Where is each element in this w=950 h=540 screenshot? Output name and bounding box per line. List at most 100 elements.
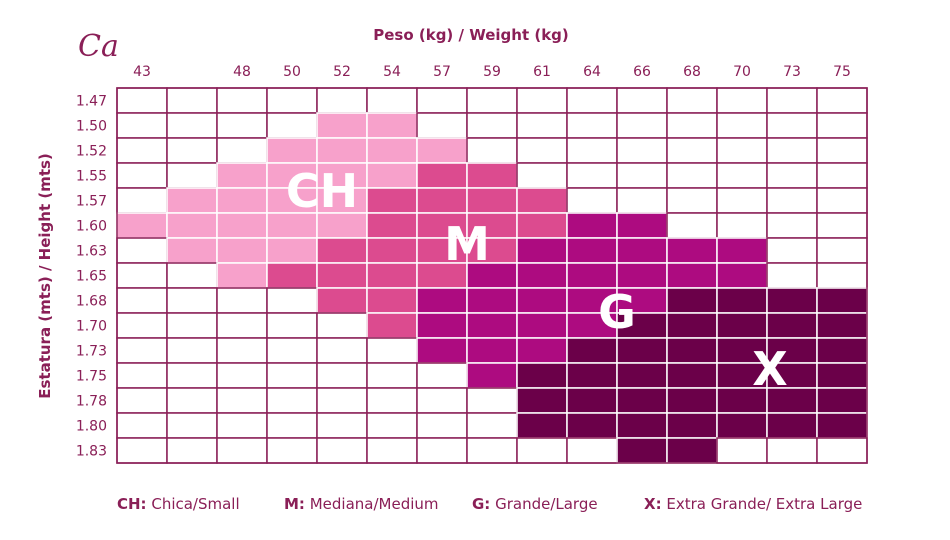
cell-empty xyxy=(466,112,518,139)
cell-empty xyxy=(716,437,768,464)
cell-empty xyxy=(266,337,318,364)
cell-empty xyxy=(566,437,618,464)
cell-empty xyxy=(766,262,818,289)
cell-empty xyxy=(216,87,268,114)
cell-g xyxy=(466,312,518,339)
cell-empty xyxy=(616,162,668,189)
cell-x xyxy=(816,387,868,414)
cell-x xyxy=(566,387,618,414)
cell-x xyxy=(816,312,868,339)
cell-x xyxy=(816,287,868,314)
cell-g xyxy=(616,262,668,289)
zone-label-x: X xyxy=(752,342,787,396)
cell-empty xyxy=(366,437,418,464)
cell-x xyxy=(516,412,568,439)
cell-x xyxy=(616,412,668,439)
cell-empty xyxy=(216,137,268,164)
cell-empty xyxy=(766,437,818,464)
cell-empty xyxy=(716,162,768,189)
cell-empty xyxy=(566,187,618,214)
cell-x xyxy=(516,387,568,414)
cell-g xyxy=(516,337,568,364)
cell-x xyxy=(716,312,768,339)
cell-empty xyxy=(766,187,818,214)
cell-g xyxy=(466,362,518,389)
cell-empty xyxy=(116,337,168,364)
cell-ch xyxy=(216,162,268,189)
x-tick-label: 64 xyxy=(583,64,601,80)
cell-empty xyxy=(166,337,218,364)
cell-m xyxy=(466,162,518,189)
cell-empty xyxy=(766,162,818,189)
y-tick-label: 1.57 xyxy=(76,194,107,210)
cell-empty xyxy=(666,112,718,139)
cell-g xyxy=(416,312,468,339)
cell-m xyxy=(266,262,318,289)
cell-x xyxy=(766,412,818,439)
cell-g xyxy=(466,337,518,364)
cell-ch xyxy=(216,237,268,264)
cell-empty xyxy=(816,87,868,114)
cell-empty xyxy=(466,437,518,464)
x-tick-labels: 43 48 50 52 54 57 59 61 64 66 68 70 73 75 xyxy=(133,64,851,80)
cell-m xyxy=(366,287,418,314)
cell-empty xyxy=(166,437,218,464)
cell-g xyxy=(516,312,568,339)
cell-empty xyxy=(316,437,368,464)
cell-empty xyxy=(566,87,618,114)
cell-empty xyxy=(416,112,468,139)
cell-g xyxy=(466,287,518,314)
x-tick-label: 70 xyxy=(733,64,751,80)
y-tick-label: 1.52 xyxy=(76,144,107,160)
cell-g xyxy=(666,262,718,289)
cell-empty xyxy=(816,262,868,289)
cell-ch xyxy=(166,212,218,239)
y-tick-label: 1.73 xyxy=(76,344,107,360)
cell-empty xyxy=(516,137,568,164)
cell-empty xyxy=(116,412,168,439)
cell-empty xyxy=(816,437,868,464)
cell-m xyxy=(316,237,368,264)
cell-x xyxy=(816,362,868,389)
cell-empty xyxy=(366,362,418,389)
legend: CH: Chica/Small M: Mediana/Medium G: Gra… xyxy=(0,495,950,519)
zone-label-ch: CH xyxy=(286,164,358,218)
cell-ch xyxy=(416,137,468,164)
cell-empty xyxy=(266,87,318,114)
cell-empty xyxy=(316,87,368,114)
cell-x xyxy=(666,412,718,439)
cell-g xyxy=(416,337,468,364)
cell-empty xyxy=(166,362,218,389)
cell-ch xyxy=(216,262,268,289)
cell-x xyxy=(616,437,668,464)
y-tick-labels: 1.47 1.50 1.52 1.55 1.57 1.60 1.63 1.65 1.68 1.70… xyxy=(76,94,107,460)
cell-empty xyxy=(216,437,268,464)
cell-empty xyxy=(566,162,618,189)
cell-empty xyxy=(816,137,868,164)
cell-m xyxy=(366,212,418,239)
x-tick-label: 75 xyxy=(833,64,851,80)
cell-empty xyxy=(116,437,168,464)
cell-empty xyxy=(316,312,368,339)
cell-empty xyxy=(516,162,568,189)
cell-m xyxy=(416,187,468,214)
cell-empty xyxy=(766,87,818,114)
cell-ch xyxy=(166,237,218,264)
legend-item-ch: CH: Chica/Small xyxy=(117,495,240,513)
cell-m xyxy=(316,287,368,314)
cell-x xyxy=(716,412,768,439)
cell-x xyxy=(666,437,718,464)
y-tick-label: 1.50 xyxy=(76,119,107,135)
cell-empty xyxy=(716,112,768,139)
cell-empty xyxy=(416,387,468,414)
legend-item-x: X: Extra Grande/ Extra Large xyxy=(644,495,863,513)
cell-ch xyxy=(266,137,318,164)
cell-empty xyxy=(216,287,268,314)
cell-empty xyxy=(266,287,318,314)
cell-x xyxy=(716,287,768,314)
cell-empty xyxy=(166,162,218,189)
cell-g xyxy=(616,237,668,264)
cell-g xyxy=(566,212,618,239)
cell-g xyxy=(616,212,668,239)
